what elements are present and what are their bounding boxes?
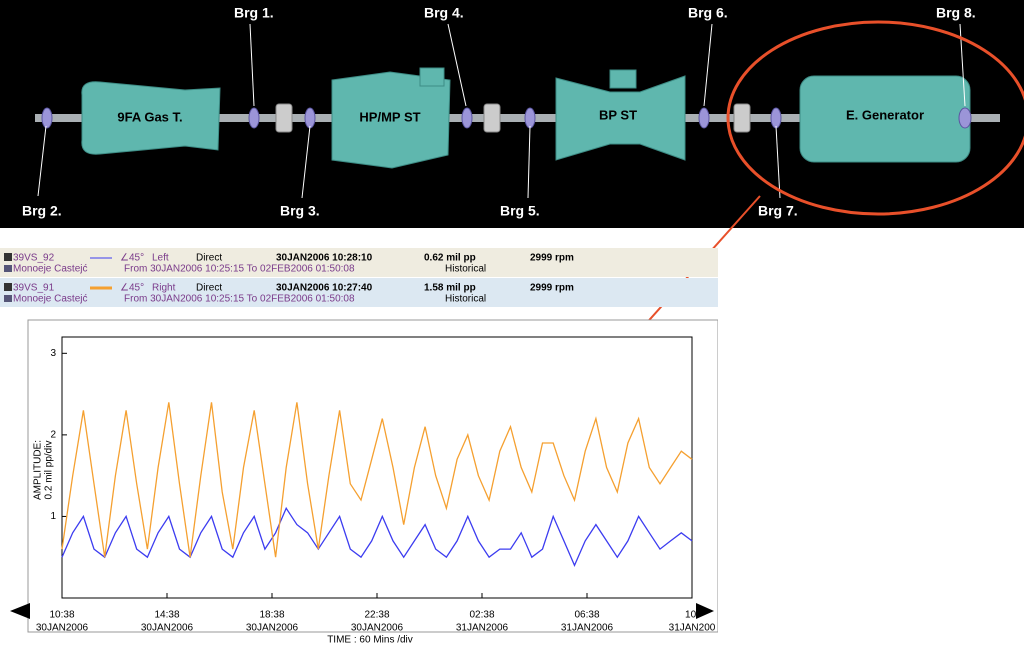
x-tick-date: 30JAN2006 bbox=[141, 623, 194, 634]
bearing-label: Brg 3. bbox=[280, 203, 320, 219]
coupling bbox=[483, 103, 501, 133]
bearing bbox=[524, 107, 536, 129]
highlight-ellipse bbox=[726, 20, 1024, 216]
plot-frame bbox=[27, 319, 718, 633]
header-row-bg bbox=[0, 278, 718, 307]
bearing-label: Brg 5. bbox=[500, 203, 540, 219]
hp-mp-turbine bbox=[331, 71, 451, 169]
source: Historical bbox=[445, 264, 486, 275]
x-tick-time: 02:38 bbox=[469, 610, 494, 621]
bp-inlet bbox=[609, 69, 637, 89]
x-tick-time: 14:38 bbox=[154, 610, 179, 621]
machine-icon bbox=[4, 265, 12, 272]
x-tick-time: 10:38 bbox=[49, 610, 74, 621]
series-line bbox=[61, 402, 693, 558]
component-label: E. Generator bbox=[846, 107, 924, 122]
timestamp: 30JAN2006 10:28:10 bbox=[276, 253, 373, 264]
amplitude: 0.62 mil pp bbox=[424, 253, 476, 264]
machine: Monoeje Castejć bbox=[13, 294, 87, 305]
x-axis-title: TIME : 60 Mins /div bbox=[327, 635, 413, 646]
x-tick-date: 30JAN2006 bbox=[351, 623, 404, 634]
side: Right bbox=[152, 283, 176, 294]
component-label: HP/MP ST bbox=[359, 109, 420, 124]
mode: Direct bbox=[196, 253, 222, 264]
sensor-id: 39VS_92 bbox=[13, 253, 55, 264]
component-label: BP ST bbox=[599, 107, 637, 122]
y-tick-label: 1 bbox=[50, 511, 56, 522]
steam-inlet bbox=[419, 67, 445, 87]
machine-diagram: 9FA Gas T. HP/MP ST BP ST E. Generator B… bbox=[0, 0, 1024, 228]
bearing bbox=[248, 107, 260, 129]
speed: 2999 rpm bbox=[530, 253, 574, 264]
mode: Direct bbox=[196, 283, 222, 294]
component-label: 9FA Gas T. bbox=[117, 109, 182, 124]
bearing bbox=[698, 107, 710, 129]
source: Historical bbox=[445, 294, 486, 305]
series-line bbox=[61, 506, 693, 568]
bearings bbox=[41, 107, 972, 129]
date-range: From 30JAN2006 10:25:15 To 02FEB2006 01:… bbox=[124, 264, 355, 275]
series-swatch bbox=[4, 283, 12, 291]
x-tick-time: 22:38 bbox=[364, 610, 389, 621]
couplings bbox=[275, 103, 751, 133]
bearing bbox=[304, 107, 316, 129]
x-tick-time: 10: bbox=[685, 610, 699, 621]
bearing bbox=[461, 107, 473, 129]
leader-lines bbox=[37, 23, 966, 199]
machine-icon bbox=[4, 295, 12, 302]
timestamp: 30JAN2006 10:27:40 bbox=[276, 283, 373, 294]
bearing-label: Brg 8. bbox=[936, 5, 976, 21]
y-axis-title: 0.2 mil pp/div bbox=[44, 441, 55, 500]
scroll-right[interactable] bbox=[696, 603, 714, 619]
side: Left bbox=[152, 253, 169, 264]
bearing-label: Brg 6. bbox=[688, 5, 728, 21]
x-tick-date: 30JAN2006 bbox=[246, 623, 299, 634]
y-axis-title: AMPLITUDE: bbox=[33, 440, 44, 500]
y-tick-label: 2 bbox=[50, 430, 56, 441]
gas-turbine bbox=[81, 81, 221, 155]
sensor-id: 39VS_91 bbox=[13, 283, 55, 294]
x-tick-date: 31JAN2006 bbox=[561, 623, 614, 634]
bearing-label: Brg 1. bbox=[234, 5, 274, 21]
bp-turbine bbox=[555, 75, 686, 161]
x-tick-time: 18:38 bbox=[259, 610, 284, 621]
bearing bbox=[958, 107, 972, 129]
x-tick-date: 31JAN200 bbox=[669, 623, 716, 634]
coupling bbox=[733, 103, 751, 133]
bearing-label: Brg 4. bbox=[424, 5, 464, 21]
bearing bbox=[41, 107, 53, 129]
amplitude: 1.58 mil pp bbox=[424, 283, 476, 294]
date-range: From 30JAN2006 10:25:15 To 02FEB2006 01:… bbox=[124, 294, 355, 305]
header-row-bg bbox=[0, 248, 718, 277]
bearing-label: Brg 2. bbox=[22, 203, 62, 219]
chart-panel: 39VS_92 ∠45° Left Direct 30JAN2006 10:28:10 0… bbox=[0, 248, 718, 646]
scroll-left[interactable] bbox=[10, 603, 30, 619]
x-tick-date: 30JAN2006 bbox=[36, 623, 89, 634]
coupling bbox=[275, 103, 293, 133]
y-tick-label: 3 bbox=[50, 348, 56, 359]
angle: ∠45° bbox=[120, 283, 144, 294]
bearing bbox=[770, 107, 782, 129]
machine: Monoeje Castejć bbox=[13, 264, 87, 275]
bearing-label: Brg 7. bbox=[758, 203, 798, 219]
x-tick-date: 31JAN2006 bbox=[456, 623, 509, 634]
shaft bbox=[35, 114, 1000, 122]
angle: ∠45° bbox=[120, 253, 144, 264]
speed: 2999 rpm bbox=[530, 283, 574, 294]
series-swatch bbox=[4, 253, 12, 261]
x-tick-time: 06:38 bbox=[574, 610, 599, 621]
